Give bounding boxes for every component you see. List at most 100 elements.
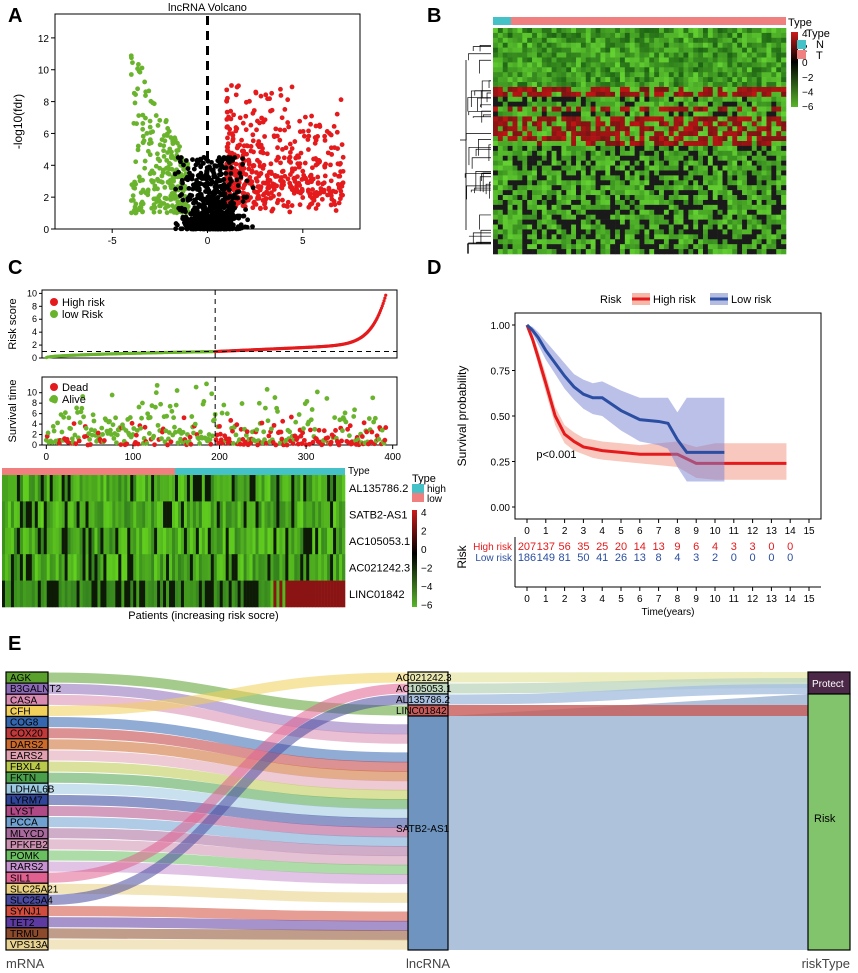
heatmap-cell: [698, 249, 704, 255]
heatmap-cell: [663, 214, 670, 220]
heatmap-cell: [688, 72, 694, 78]
heatmap-cell: [493, 175, 499, 181]
heatmap-cell: [605, 249, 611, 255]
heatmap-cell: [761, 155, 767, 161]
heatmap-cell: [756, 199, 762, 206]
heatmap-cell: [629, 101, 635, 107]
heatmap-cell: [624, 32, 631, 39]
dendrogram-root: [460, 60, 467, 230]
heatmap-cell: [756, 32, 762, 39]
heatmap-cell: [610, 28, 616, 34]
heatmap-cell: [707, 209, 714, 215]
heatmap-cell: [712, 155, 718, 161]
heatmap-cell: [610, 62, 616, 68]
heatmap-cell: [566, 214, 572, 220]
heatmap-cell: [561, 214, 567, 220]
heatmap-cell: [497, 155, 504, 161]
heatmap-cell: [702, 136, 709, 142]
heatmap-cell: [737, 77, 743, 83]
data-point: [232, 155, 238, 160]
heatmap-cell: [615, 47, 621, 53]
heatmap-cell: [615, 239, 621, 245]
heatmap-cell: [668, 72, 674, 78]
data-point: [194, 178, 199, 183]
heatmap-cell: [776, 180, 782, 186]
heatmap-cell: [527, 155, 533, 161]
heatmap-cell: [551, 57, 557, 63]
heatmap-cell: [556, 106, 562, 112]
heatmap-cell: [707, 72, 714, 78]
data-point: [268, 161, 274, 167]
heatmap-cell: [595, 32, 601, 39]
heatmap-cell: [673, 234, 679, 240]
data-point: [142, 165, 148, 171]
heatmap-cell: [551, 239, 557, 245]
heatmap-cell: [580, 160, 587, 166]
heatmap-cell: [732, 111, 738, 117]
heatmap-cell: [546, 214, 552, 220]
heatmap-cell: [512, 72, 518, 78]
heatmap-cell: [649, 82, 655, 88]
heatmap-cell: [751, 131, 757, 137]
heatmap-cell: [493, 229, 499, 235]
heatmap-cell: [717, 204, 723, 211]
heatmap-cell: [546, 62, 552, 68]
data-point: [228, 171, 234, 176]
heatmap-cell: [595, 141, 601, 147]
heatmap-cell: [566, 37, 572, 44]
heatmap-cell: [556, 131, 562, 137]
heatmap-cell: [727, 62, 733, 68]
heatmap-cell: [527, 116, 533, 122]
heatmap-cell: [517, 37, 523, 44]
heatmap-cell: [639, 77, 645, 83]
heatmap-cell: [615, 185, 621, 191]
heatmap-cell: [619, 101, 626, 107]
heatmap-cell: [551, 224, 557, 230]
heatmap-cell: [576, 249, 582, 255]
heatmap-cell: [576, 126, 582, 132]
heatmap-cell: [771, 209, 777, 215]
heatmap-cell: [683, 131, 689, 137]
data-point: [222, 194, 228, 200]
data-point: [279, 115, 285, 121]
heatmap-cell: [590, 145, 596, 152]
data-point: [164, 157, 170, 163]
data-point: [289, 146, 295, 151]
data-point: [299, 188, 305, 194]
heatmap-cell: [551, 106, 557, 112]
heatmap-cell: [737, 37, 743, 44]
heatmap-cell: [610, 126, 616, 132]
data-point: [175, 199, 181, 205]
heatmap-cell: [756, 96, 762, 102]
heatmap-cell: [629, 150, 635, 157]
data-point: [178, 226, 184, 232]
heatmap-cell: [698, 141, 704, 147]
data-point: [322, 137, 328, 143]
data-point: [338, 188, 344, 194]
heatmap-cell: [624, 52, 631, 58]
heatmap-cell: [781, 42, 787, 48]
heatmap-cell: [644, 155, 650, 161]
heatmap-cell: [746, 101, 753, 107]
heatmap-cell: [727, 47, 733, 53]
survival-point: [55, 420, 60, 426]
heatmap-cell: [644, 101, 650, 107]
heatmap-cell: [566, 239, 572, 245]
y-tick-label: 6: [32, 314, 37, 324]
heatmap-cell: [776, 57, 782, 63]
heatmap-cell: [532, 96, 538, 102]
heatmap-cell: [659, 234, 665, 240]
heatmap-cell: [761, 101, 767, 107]
heatmap-cell: [590, 239, 596, 245]
heatmap-cell: [629, 190, 635, 196]
heatmap-cell: [580, 52, 587, 58]
heatmap-cell: [644, 229, 650, 235]
heatmap-cell: [502, 67, 508, 73]
data-point: [240, 120, 246, 126]
heatmap-cell: [507, 145, 513, 152]
heatmap-cell: [673, 209, 679, 215]
heatmap-cell: [576, 180, 582, 186]
heatmap-cell: [717, 214, 723, 220]
heatmap-cell: [668, 145, 674, 152]
heatmap-cell: [659, 219, 665, 225]
